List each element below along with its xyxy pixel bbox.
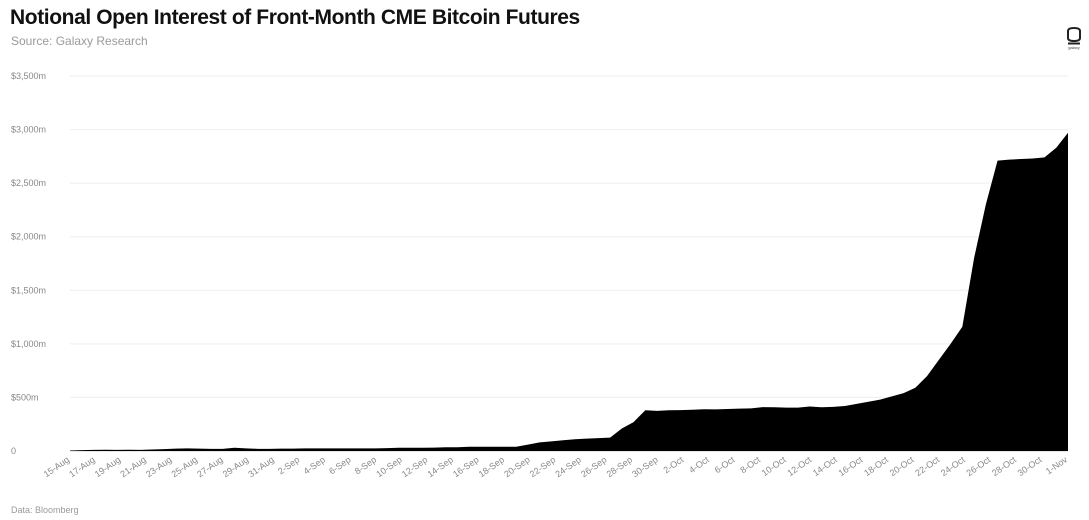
y-axis: 0 $500m $1,000m $1,500m $2,000m $2,500m $3,000… xyxy=(11,71,46,456)
y-tick-label: $2,500m xyxy=(11,178,46,188)
y-tick-label: $3,500m xyxy=(11,71,46,81)
x-tick-label: 8-Sep xyxy=(353,454,378,476)
x-tick-label: 26-Sep xyxy=(579,454,609,479)
x-tick-label: 22-Sep xyxy=(528,454,558,479)
x-tick-label: 30-Oct xyxy=(1016,454,1044,478)
x-tick-label: 24-Oct xyxy=(939,454,967,478)
x-tick-label: 24-Sep xyxy=(553,454,583,479)
x-tick-label: 27-Aug xyxy=(195,454,225,479)
data-source-note: Data: Bloomberg xyxy=(11,505,79,515)
x-tick-label: 12-Oct xyxy=(785,454,813,478)
x-tick-label: 16-Oct xyxy=(837,454,865,478)
y-tick-label: $1,000m xyxy=(11,339,46,349)
y-tick-label: $2,000m xyxy=(11,232,46,242)
x-tick-label: 16-Sep xyxy=(451,454,481,479)
x-tick-label: 12-Sep xyxy=(400,454,430,479)
x-tick-label: 30-Sep xyxy=(630,454,660,479)
chart-title: Notional Open Interest of Front-Month CM… xyxy=(10,6,580,29)
x-tick-label: 15-Aug xyxy=(42,454,72,479)
galaxy-logo-icon: galaxy xyxy=(1067,26,1081,50)
y-tick-label: 0 xyxy=(11,446,16,456)
x-tick-label: 29-Aug xyxy=(221,454,251,479)
x-tick-label: 20-Sep xyxy=(502,454,532,479)
y-tick-label: $3,000m xyxy=(11,125,46,135)
x-tick-label: 21-Aug xyxy=(118,454,148,479)
x-tick-label: 22-Oct xyxy=(913,454,941,478)
x-tick-label: 2-Sep xyxy=(276,454,301,476)
x-tick-label: 25-Aug xyxy=(170,454,200,479)
x-tick-label: 14-Sep xyxy=(425,454,455,479)
x-tick-label: 26-Oct xyxy=(965,454,993,478)
x-tick-label: 8-Oct xyxy=(738,454,762,475)
x-tick-label: 14-Oct xyxy=(811,454,839,478)
x-tick-label: 1-Nov xyxy=(1044,454,1070,476)
x-tick-label: 23-Aug xyxy=(144,454,174,479)
y-tick-label: $1,500m xyxy=(11,285,46,295)
x-tick-label: 10-Sep xyxy=(374,454,404,479)
logo-text: galaxy xyxy=(1068,45,1080,50)
x-tick-label: 19-Aug xyxy=(93,454,123,479)
x-tick-label: 28-Sep xyxy=(605,454,635,479)
y-tick-label: $500m xyxy=(11,392,39,402)
x-tick-label: 31-Aug xyxy=(246,454,276,479)
x-tick-label: 2-Oct xyxy=(662,454,686,475)
area-series-path xyxy=(70,132,1068,452)
x-tick-label: 17-Aug xyxy=(67,454,97,479)
x-tick-label: 4-Sep xyxy=(302,454,327,476)
x-tick-label: 4-Oct xyxy=(687,454,711,475)
x-tick-label: 6-Sep xyxy=(327,454,352,476)
x-axis: 15-Aug17-Aug19-Aug21-Aug23-Aug25-Aug27-A… xyxy=(42,454,1070,479)
x-tick-label: 28-Oct xyxy=(990,454,1018,478)
area-series xyxy=(70,132,1068,452)
x-tick-label: 18-Oct xyxy=(862,454,890,478)
x-tick-label: 18-Sep xyxy=(477,454,507,479)
x-tick-label: 6-Oct xyxy=(713,454,737,475)
x-tick-label: 10-Oct xyxy=(760,454,788,478)
x-tick-label: 20-Oct xyxy=(888,454,916,478)
chart-subtitle: Source: Galaxy Research xyxy=(11,34,148,48)
